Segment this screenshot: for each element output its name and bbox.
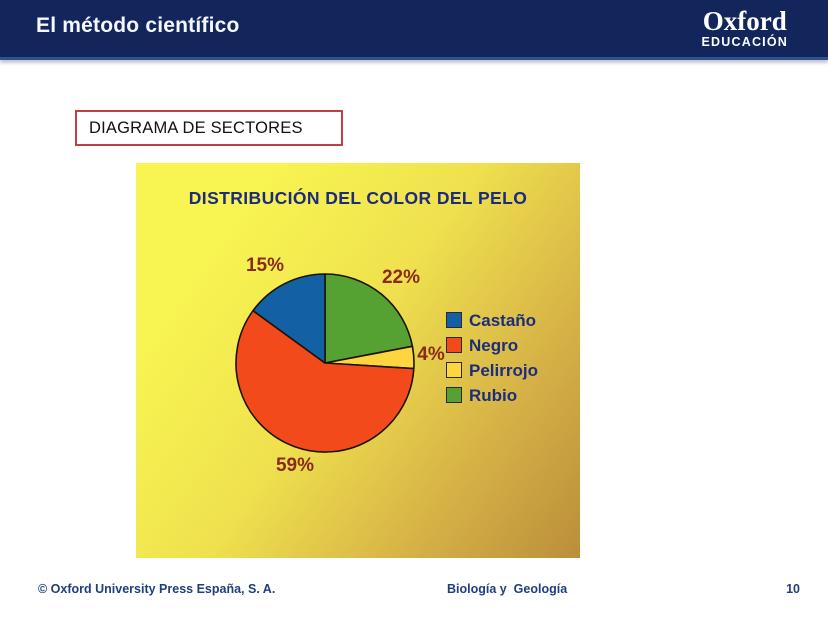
legend-label: Negro — [469, 335, 519, 355]
pie-value-label-pelirrojo: 4% — [417, 344, 445, 365]
pie-slice-rubio — [324, 273, 414, 364]
chart-title: DISTRIBUCIÓN DEL COLOR DEL PELO — [188, 188, 528, 208]
header-bar: El método científico Oxford EDUCACIÓN — [0, 0, 828, 60]
pie-slice-castaño — [252, 273, 326, 364]
pie-value-label-castaño: 15% — [245, 255, 285, 276]
section-label-text: DIAGRAMA DE SECTORES — [89, 118, 303, 137]
footer-copyright: © Oxford University Press España, S. A. — [38, 582, 276, 596]
footer-page-number: 10 — [786, 582, 800, 596]
slide-title: El método científico — [36, 14, 240, 37]
oxford-logo-wordmark: Oxford — [702, 6, 787, 36]
pie-chart-figure: DISTRIBUCIÓN DEL COLOR DEL PELO 15% 59% 4%… — [136, 163, 580, 558]
oxford-logo-tagline: EDUCACIÓN — [701, 35, 788, 49]
legend-swatch-pelirrojo — [446, 362, 462, 378]
legend-item-negro: Negro — [446, 334, 538, 356]
legend-item-castaño: Castaño — [446, 309, 538, 331]
section-label-box: DIAGRAMA DE SECTORES — [75, 110, 343, 146]
legend-item-pelirrojo: Pelirrojo — [446, 359, 538, 381]
legend-swatch-castaño — [446, 312, 462, 328]
pie-slice-negro — [235, 309, 415, 453]
legend-item-rubio: Rubio — [446, 384, 538, 406]
pie-value-label-negro: 59% — [275, 455, 315, 476]
pie-chart — [235, 273, 415, 453]
legend-swatch-negro — [446, 337, 462, 353]
legend-label: Rubio — [469, 385, 518, 405]
oxford-logo: Oxford EDUCACIÓN — [702, 7, 789, 49]
legend-label: Pelirrojo — [469, 360, 538, 380]
chart-legend: Castaño Negro Pelirrojo Rubio — [446, 309, 538, 406]
pie-value-label-rubio: 22% — [381, 267, 421, 288]
legend-swatch-rubio — [446, 387, 462, 403]
legend-label: Castaño — [469, 310, 537, 330]
footer-subject: Biología y Geología — [447, 582, 568, 596]
